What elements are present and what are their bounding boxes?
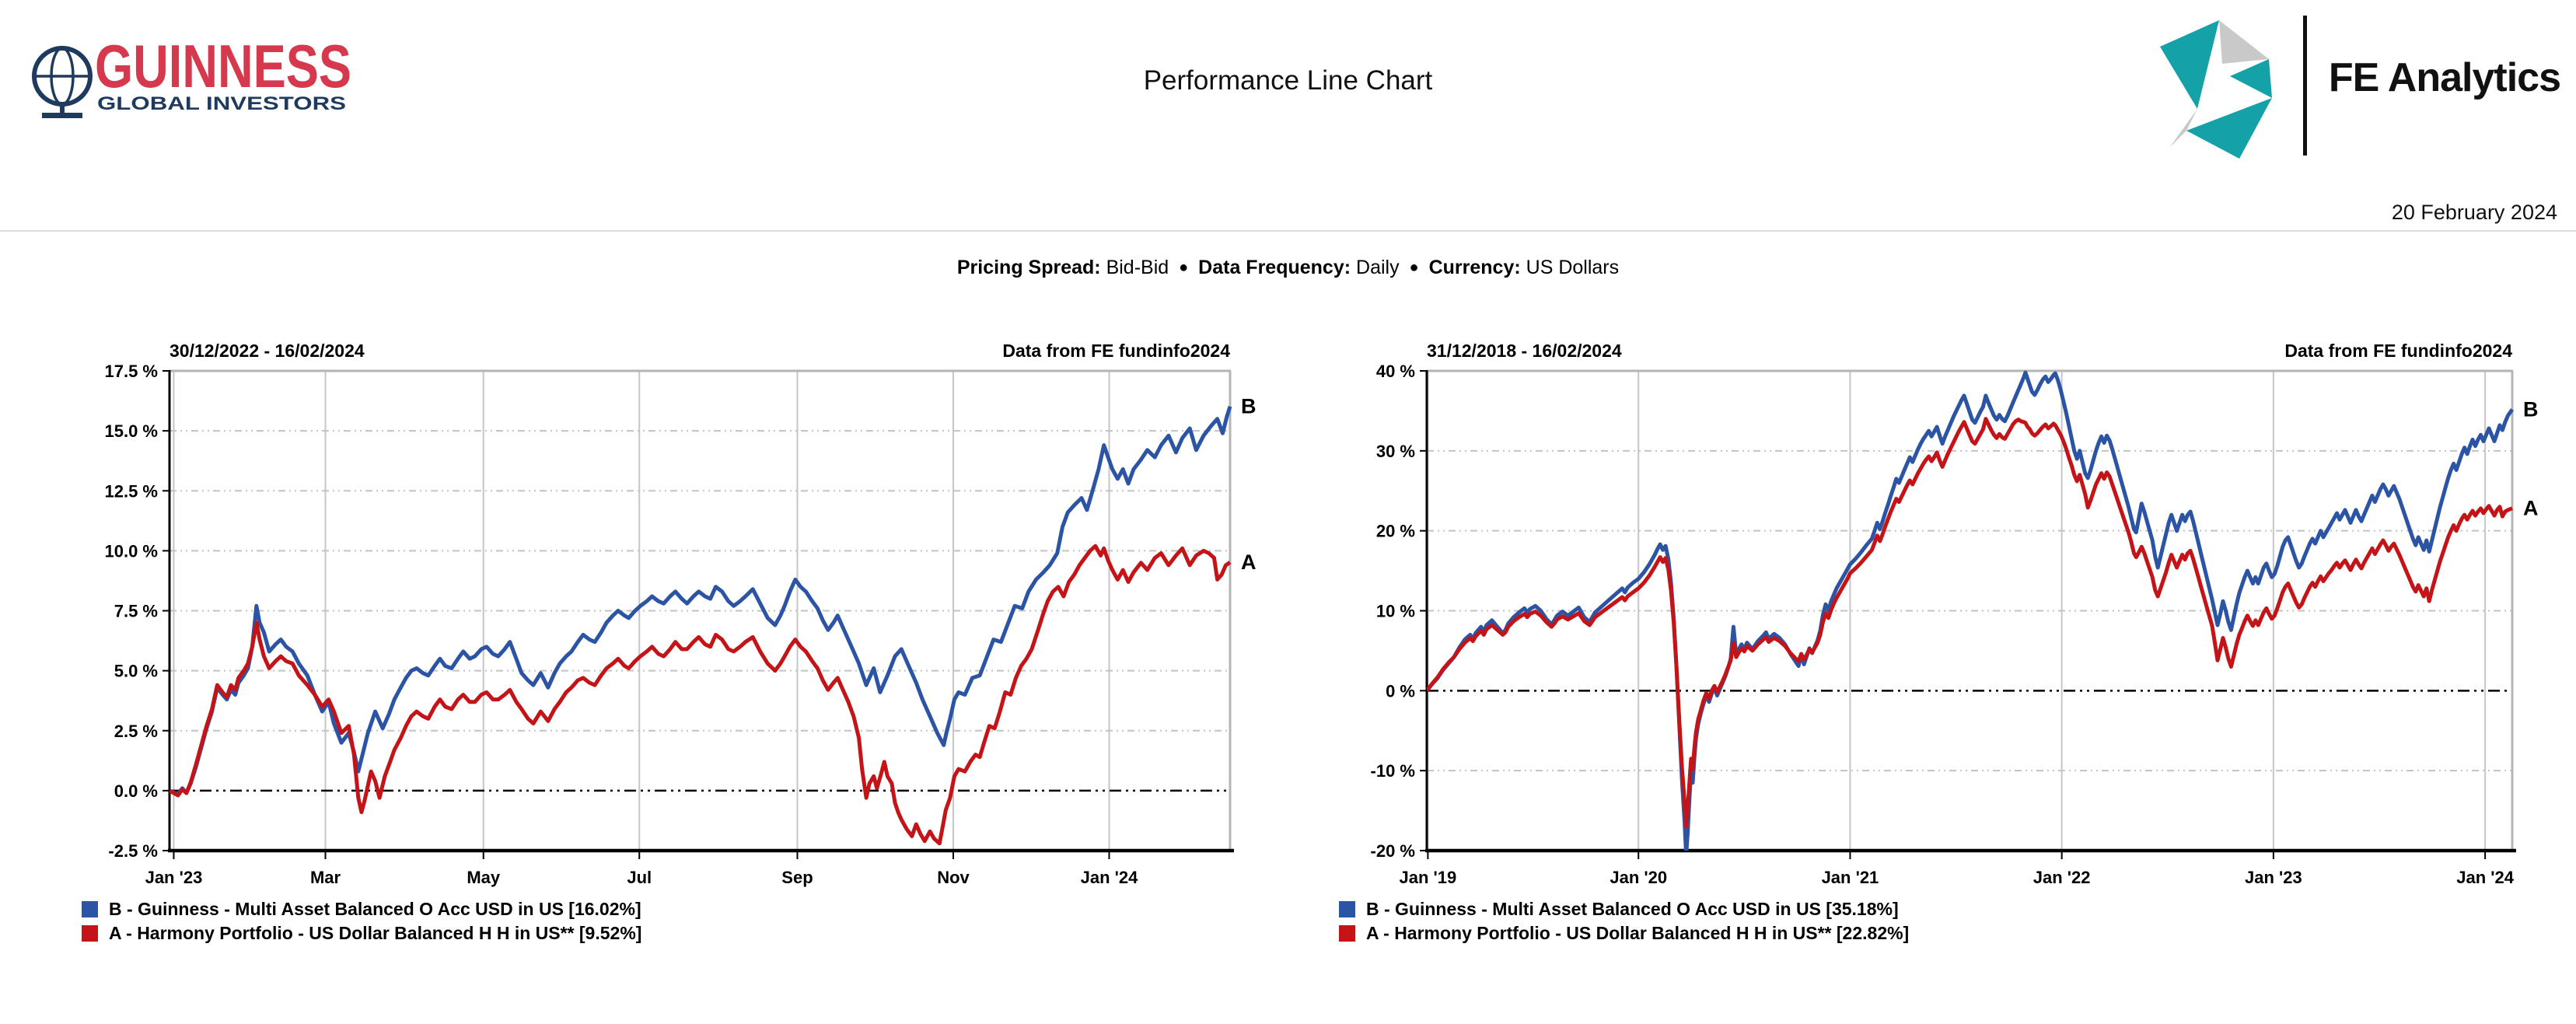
series-line-b	[170, 405, 1232, 796]
chart-1yr-block: 30/12/2022 - 16/02/2024 Data from FE fun…	[78, 334, 1337, 945]
performance-chart-1yr: 17.5 % 15.0 % 12.5 % 10.0 % 7.5 % 5.0 % 2.5 % 0…	[78, 362, 1337, 891]
x-axis-label: Sep	[781, 868, 813, 887]
pricing-spread-value: Bid-Bid	[1106, 257, 1169, 278]
series-line-a	[1427, 417, 2513, 829]
header-divider	[0, 230, 2576, 232]
x-axis-label: Mar	[310, 868, 341, 887]
report-date: 20 February 2024	[2391, 201, 2557, 224]
y-axis-label: 12.5 %	[105, 481, 159, 501]
series-line-b	[1427, 370, 2515, 851]
y-axis-label: 30 %	[1376, 442, 1415, 461]
chart-header: 31/12/2018 - 16/02/2024 Data from FE fun…	[1427, 334, 2512, 365]
series-b-label: B - Guinness - Multi Asset Balanced O Ac…	[1366, 899, 1899, 919]
series-end-label-a: A	[1241, 550, 1257, 574]
chart-legend: B - Guinness - Multi Asset Balanced O Ac…	[1339, 897, 2576, 945]
series-end-label-b: B	[2523, 398, 2539, 421]
series-a-swatch	[1339, 925, 1355, 942]
x-axis-label: Jan '23	[145, 868, 203, 887]
y-axis-label: 40 %	[1376, 365, 1415, 381]
currency-label: Currency:	[1428, 257, 1521, 278]
x-axis-label: Jan '23	[2245, 868, 2302, 887]
chart-canvas: 40 % 30 % 20 % 10 % 0 % -10 % -20 % Jan '19 Jan …	[1371, 362, 2539, 887]
fe-logo-divider	[2302, 16, 2307, 156]
currency-value: US Dollars	[1526, 257, 1620, 278]
legend-row: A - Harmony Portfolio - US Dollar Balanc…	[1339, 921, 2576, 945]
bullet-separator: ●	[1409, 259, 1419, 276]
x-axis-label: Jan '24	[1081, 868, 1138, 887]
bullet-separator: ●	[1179, 259, 1189, 276]
series-b-label: B - Guinness - Multi Asset Balanced O Ac…	[109, 899, 641, 919]
x-axis-label: May	[467, 868, 501, 887]
chart-period: 31/12/2018 - 16/02/2024	[1427, 341, 1622, 361]
y-axis-label: 5.0 %	[114, 662, 158, 681]
y-axis-label: 10 %	[1376, 602, 1415, 621]
fe-pinwheel-icon	[2159, 20, 2272, 159]
x-axis-label: Jan '20	[1610, 868, 1667, 887]
series-end-label-a: A	[2523, 497, 2539, 520]
data-frequency-value: Daily	[1356, 257, 1400, 278]
x-axis-label: Jan '22	[2033, 868, 2091, 887]
chart-canvas: 17.5 % 15.0 % 12.5 % 10.0 % 7.5 % 5.0 % 2.5 % 0…	[105, 362, 1257, 887]
page-title: Performance Line Chart	[1143, 65, 1433, 96]
series-a-swatch	[82, 925, 98, 942]
y-axis-label: 10.0 %	[105, 541, 159, 561]
x-axis-label: Jan '19	[1400, 868, 1457, 887]
chart-source: Data from FE fundinfo2024	[1002, 341, 1230, 361]
x-axis-label: Nov	[937, 868, 970, 887]
performance-chart-5yr: 40 % 30 % 20 % 10 % 0 % -10 % -20 % Jan '19 Jan …	[1335, 362, 2576, 891]
y-axis-label: -10 %	[1371, 761, 1415, 781]
chart-period: 30/12/2022 - 16/02/2024	[170, 341, 365, 361]
series-a-label: A - Harmony Portfolio - US Dollar Balanc…	[109, 923, 642, 943]
fe-analytics-logo: FE Analytics	[2148, 14, 2561, 166]
globe-icon: GUINNESS GLOBAL INVESTORS	[32, 32, 351, 118]
y-axis-label: 15.0 %	[105, 421, 159, 441]
x-axis-label: Jan '24	[2456, 868, 2514, 887]
series-line-a	[170, 543, 1232, 846]
legend-row: B - Guinness - Multi Asset Balanced O Ac…	[82, 897, 1337, 921]
chart-source: Data from FE fundinfo2024	[2284, 341, 2512, 361]
y-axis-label: 20 %	[1376, 522, 1415, 541]
fe-brand-name: FE Analytics	[2328, 55, 2561, 100]
chart-settings-line: Pricing Spread: Bid-Bid ● Data Frequency…	[0, 257, 2576, 279]
y-axis-label: 0.0 %	[114, 781, 158, 801]
y-axis-label: 17.5 %	[105, 365, 159, 381]
pricing-spread-label: Pricing Spread:	[956, 257, 1101, 278]
series-a-label: A - Harmony Portfolio - US Dollar Balanc…	[1366, 923, 1910, 943]
legend-row: B - Guinness - Multi Asset Balanced O Ac…	[1339, 897, 2576, 921]
chart-5yr-block: 31/12/2018 - 16/02/2024 Data from FE fun…	[1335, 334, 2576, 945]
series-b-swatch	[82, 901, 98, 917]
y-axis-label: -2.5 %	[108, 841, 158, 861]
brand-name: GUINNESS	[95, 32, 351, 100]
y-axis-label: 2.5 %	[114, 722, 158, 741]
series-end-label-b: B	[1241, 395, 1257, 418]
legend-row: A - Harmony Portfolio - US Dollar Balanc…	[82, 921, 1337, 945]
y-axis-label: -20 %	[1371, 841, 1415, 861]
y-axis-label: 7.5 %	[114, 602, 158, 621]
guinness-logo: GUINNESS GLOBAL INVESTORS	[22, 6, 379, 127]
chart-header: 30/12/2022 - 16/02/2024 Data from FE fun…	[170, 334, 1230, 365]
brand-subtitle: GLOBAL INVESTORS	[97, 93, 346, 114]
chart-legend: B - Guinness - Multi Asset Balanced O Ac…	[82, 897, 1337, 945]
y-axis-label: 0 %	[1386, 681, 1415, 701]
x-axis-label: Jan '21	[1822, 868, 1879, 887]
x-axis-label: Jul	[627, 868, 652, 887]
data-frequency-label: Data Frequency:	[1198, 257, 1351, 278]
series-b-swatch	[1339, 901, 1355, 917]
